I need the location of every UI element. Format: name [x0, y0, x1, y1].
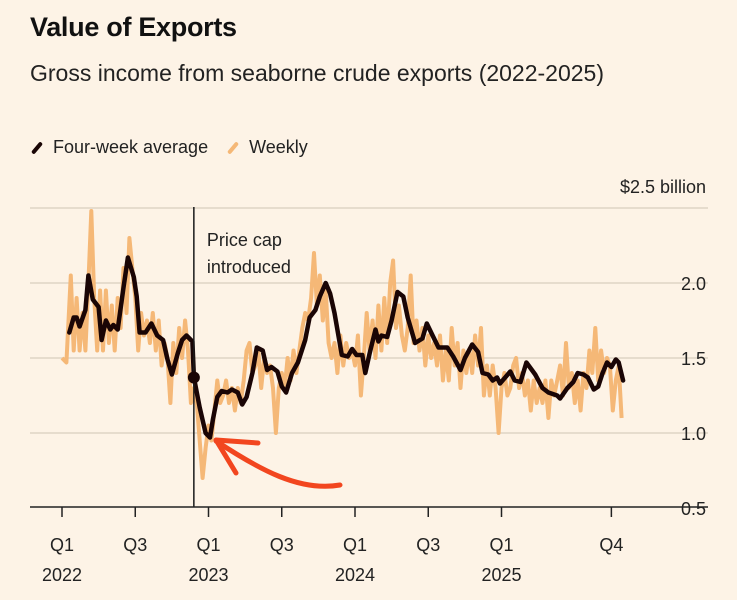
legend-label-weekly: Weekly	[249, 137, 308, 157]
x-tick-year: 2025	[481, 565, 521, 585]
legend-label-average: Four-week average	[53, 137, 209, 157]
annotation-line2: introduced	[207, 257, 291, 277]
x-tick-quarter: Q1	[50, 535, 74, 555]
four-week-average-line	[67, 255, 626, 440]
weekly-line	[60, 209, 624, 480]
x-tick-quarter: Q1	[196, 535, 220, 555]
legend-item-weekly: Weekly	[226, 137, 308, 158]
chart-title: Value of Exports	[30, 12, 237, 42]
red-arrow-head	[213, 437, 261, 476]
y-tick-label: 1.0	[681, 424, 706, 444]
red-arrow-shaft	[213, 438, 343, 489]
chart-subtitle: Gross income from seaborne crude exports…	[30, 60, 605, 86]
x-tick-year: 2023	[188, 565, 228, 585]
legend: Four-week average Weekly	[30, 137, 308, 158]
x-tick-quarter: Q1	[489, 535, 513, 555]
y-unit-label: $2.5 billion	[620, 177, 706, 197]
x-tick-quarter: Q1	[343, 535, 367, 555]
x-tick-year: 2022	[42, 565, 82, 585]
annotation-line1: Price cap	[207, 230, 282, 250]
x-tick-quarter: Q4	[599, 535, 623, 555]
price-cap-dot	[187, 371, 200, 384]
x-tick-quarter: Q3	[416, 535, 440, 555]
y-tick-label: 1.5	[681, 349, 706, 369]
x-tick-year: 2024	[335, 565, 375, 585]
x-tick-quarter: Q3	[270, 535, 294, 555]
y-tick-label: 0.5	[681, 499, 706, 519]
y-tick-label: 2.0	[681, 274, 706, 294]
x-tick-quarter: Q3	[123, 535, 147, 555]
legend-item-average: Four-week average	[30, 137, 208, 158]
